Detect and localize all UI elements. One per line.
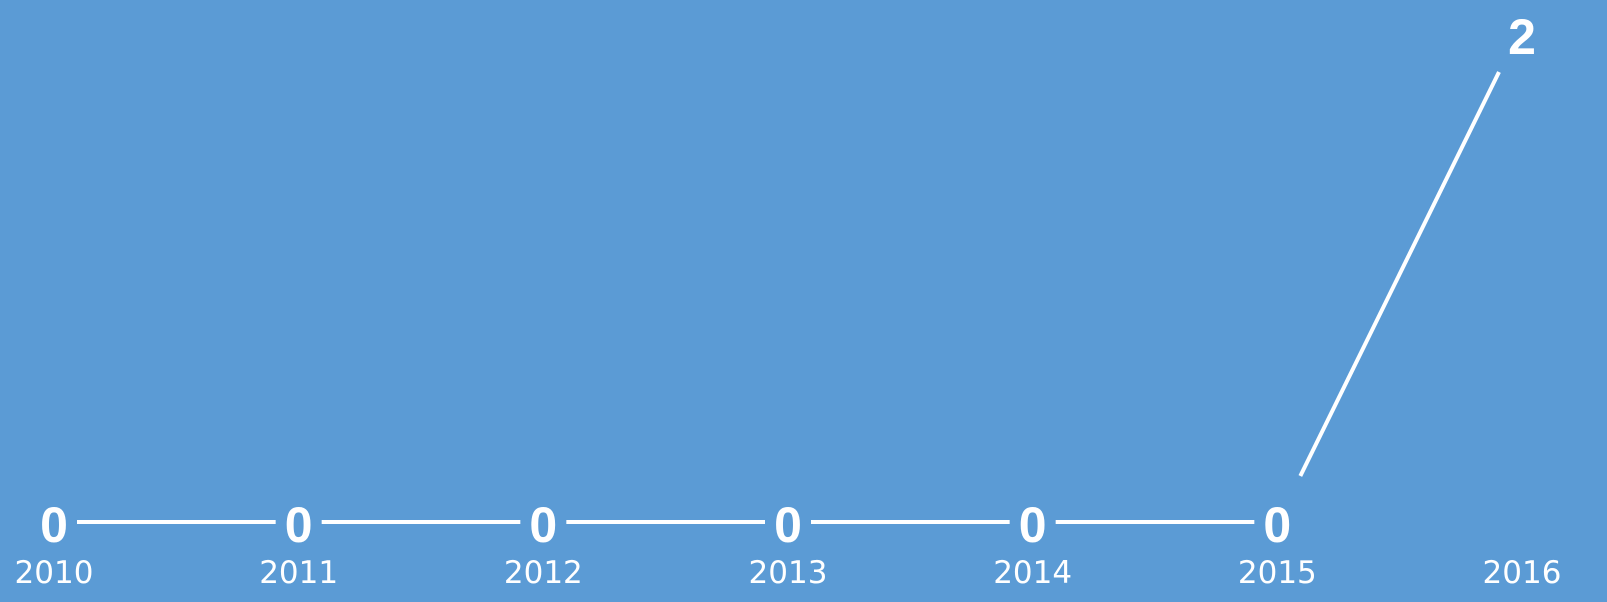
data-labels-layer: 0 0 0 0 0 0 2 (40, 9, 1536, 553)
data-label-2010: 0 (40, 497, 68, 553)
x-tick-label-2012: 2012 (504, 555, 583, 591)
series-segment-2015-2016 (1298, 71, 1501, 477)
x-tick-label-2013: 2013 (749, 555, 828, 591)
data-label-2012: 0 (529, 497, 557, 553)
data-label-2013: 0 (774, 497, 802, 553)
x-tick-label-2016: 2016 (1483, 555, 1562, 591)
data-label-2014: 0 (1019, 497, 1047, 553)
x-tick-label-2014: 2014 (993, 555, 1072, 591)
x-tick-labels-layer: 2010 2011 2012 2013 2014 2015 2016 (15, 555, 1562, 591)
x-tick-label-2015: 2015 (1238, 555, 1317, 591)
data-label-2011: 0 (285, 497, 313, 553)
x-tick-label-2010: 2010 (15, 555, 94, 591)
data-label-2015: 0 (1263, 497, 1291, 553)
data-label-2016: 2 (1508, 9, 1536, 65)
series-line-layer (77, 71, 1524, 524)
x-tick-label-2011: 2011 (259, 555, 338, 591)
